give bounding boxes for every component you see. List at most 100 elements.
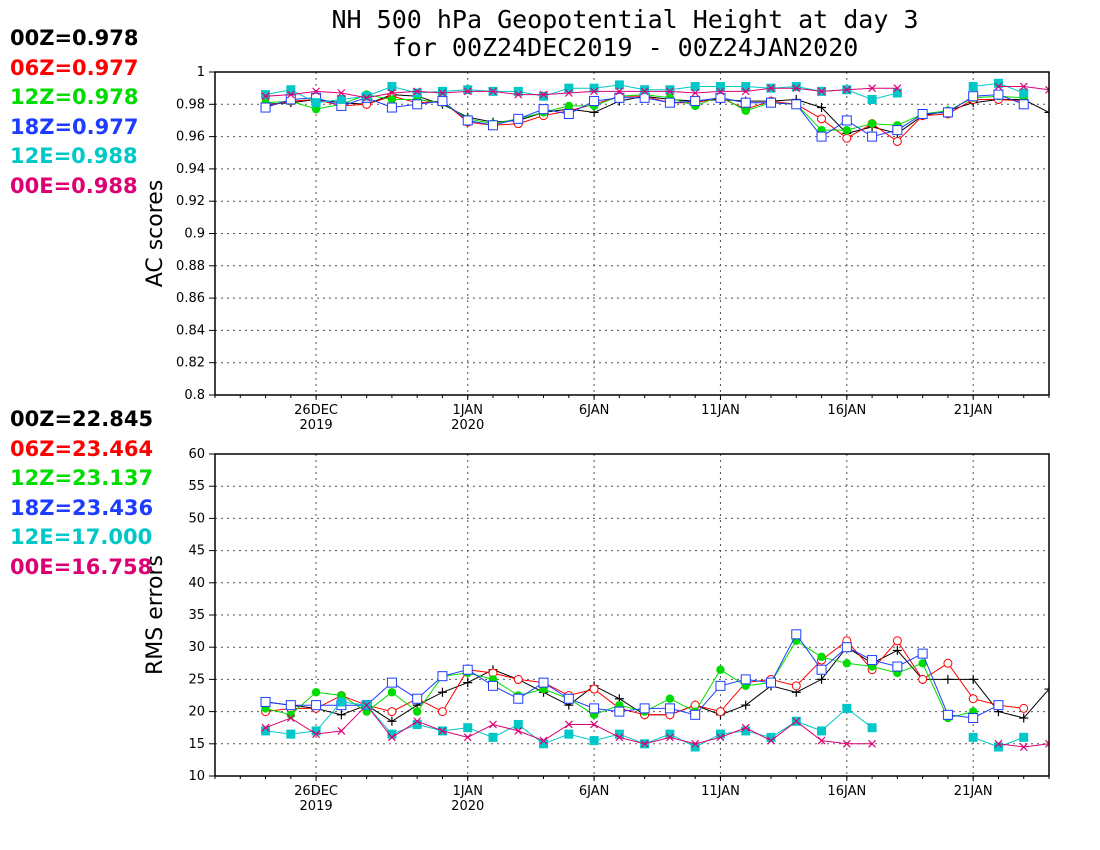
ac-data-point-00E (893, 84, 902, 93)
ac-data-point-12E (513, 86, 523, 96)
rms-data-point-06Z (437, 707, 447, 717)
rms-legend-entry: 12Z=23.137 (10, 466, 154, 490)
ac-data-point-06Z (817, 114, 827, 124)
ac-ytick-label: 0.86 (176, 291, 205, 306)
rms-legend-entry: 00E=16.758 (10, 554, 153, 579)
ac-data-point-00E (413, 87, 422, 96)
rms-data-point-00E (691, 739, 700, 748)
ac-data-point-18Z (614, 92, 625, 103)
rms-data-point-12Z (665, 694, 675, 703)
rms-data-point-18Z (816, 664, 827, 675)
ac-data-point-00E (514, 90, 523, 99)
ac-data-point-12E (286, 85, 296, 95)
ac-scores-panel: 0.8 0.82 0.84 0.86 0.88 0.9 0.92 0.94 0.96 0.98 1 2… (143, 65, 1050, 433)
ac-ytick-label: 0.82 (176, 356, 205, 371)
ac-data-point-00E (994, 82, 1003, 91)
rms-data-point-12Z (286, 710, 296, 720)
rms-data-point-06Z (892, 636, 902, 646)
ac-data-point-12E (261, 90, 271, 100)
ac-xtick-label: 1JAN (452, 403, 483, 418)
rms-data-point-12E (741, 726, 751, 736)
rms-xtick-year-label: 2019 (300, 799, 333, 814)
rms-data-point-12E (564, 729, 574, 739)
rms-data-point-00Z (892, 645, 902, 655)
ac-data-point-18Z (437, 96, 448, 107)
rms-data-point-00E (438, 726, 447, 735)
rms-data-point-12E (539, 739, 549, 749)
ac-data-point-18Z (563, 108, 574, 119)
ac-data-point-18Z (993, 89, 1004, 100)
ac-data-point-18Z (690, 96, 701, 107)
rms-data-point-00E (994, 739, 1003, 748)
rms-series-00E (261, 701, 1049, 751)
rms-data-point-18Z (993, 700, 1004, 711)
rms-ytick-label: 50 (188, 511, 205, 526)
rms-xtick-label: 1JAN (452, 784, 483, 799)
rms-data-point-00E (792, 717, 801, 726)
rms-data-point-18Z (715, 680, 726, 691)
rms-data-point-00E (489, 720, 497, 729)
rms-data-point-00Z (1044, 684, 1049, 694)
rms-data-point-12E (665, 729, 675, 739)
rms-data-point-12E (589, 736, 599, 746)
rms-data-point-12E (766, 732, 776, 742)
ac-data-point-00E (691, 89, 700, 97)
ac-xtick-label: 6JAN (579, 403, 610, 418)
rms-data-point-12Z (716, 665, 725, 674)
rms-data-point-18Z (614, 706, 625, 717)
rms-series-18Z (260, 629, 1004, 724)
rms-legend-entry: 18Z=23.436 (10, 495, 154, 520)
ac-data-point-00E (792, 84, 801, 93)
ac-data-point-18Z (260, 102, 271, 113)
ac-data-point-12E (968, 82, 978, 92)
ac-legend-entry: 06Z=0.977 (10, 55, 139, 80)
ac-data-point-12E (311, 98, 321, 108)
rms-data-point-06Z (589, 684, 599, 694)
ac-legend-entry: 00Z=0.978 (10, 26, 139, 50)
ac-data-point-12E (539, 91, 549, 101)
rms-data-point-00E (716, 733, 725, 742)
rms-data-point-06Z (791, 681, 801, 691)
ac-ytick-label: 0.9 (184, 227, 205, 242)
ac-data-point-12Z (741, 106, 750, 115)
rms-data-point-12E (867, 723, 877, 733)
rms-ytick-label: 35 (188, 608, 205, 623)
ac-legend: 00Z=0.978 06Z=0.977 12Z=0.978 18Z=0.977 12E=… (10, 24, 138, 201)
rms-ytick-label: 25 (188, 672, 205, 687)
rms-series-12Z (261, 636, 978, 723)
rms-data-point-12E (311, 726, 321, 736)
rms-data-point-00E (286, 714, 295, 722)
ac-xtick-label: 16JAN (827, 403, 866, 418)
chart-title-line2: for 00Z24DEC2019 - 00Z24JAN2020 (392, 33, 859, 62)
ac-ytick-label: 0.94 (176, 162, 205, 177)
ac-data-point-12E (892, 88, 902, 98)
rms-data-point-00E (564, 720, 573, 729)
ac-data-point-18Z (386, 102, 397, 113)
ac-data-point-06Z (842, 133, 852, 143)
ac-legend-entry: 12E=0.988 (10, 144, 138, 168)
ac-data-point-12E (867, 94, 877, 104)
ac-series-00E (261, 82, 1049, 102)
ac-data-point-12E (412, 88, 422, 98)
rms-data-point-12Z (412, 707, 422, 716)
rms-data-point-00E (261, 723, 270, 732)
rms-data-point-12E (488, 732, 498, 742)
ac-data-point-00E (665, 87, 674, 96)
ac-xtick-label: 26DEC (294, 403, 338, 418)
ac-data-point-00E (640, 87, 649, 96)
rms-legend-entry: 00Z=22.845 (10, 407, 154, 431)
chart-title-line1: NH 500 hPa Geopotential Height at day 3 (332, 5, 919, 34)
rms-data-point-12Z (817, 652, 826, 662)
ac-ytick-label: 0.88 (176, 259, 205, 274)
rms-data-point-00E (413, 717, 422, 726)
rms-data-point-06Z (943, 658, 953, 668)
ac-data-point-00E (564, 89, 573, 97)
rms-data-point-06Z (715, 707, 725, 717)
ac-data-point-12E (665, 85, 675, 95)
rms-data-point-06Z (1019, 703, 1029, 713)
ac-ytick-label: 0.84 (176, 323, 205, 338)
rms-data-point-00E (387, 733, 396, 742)
ac-data-point-00Z (817, 103, 827, 113)
